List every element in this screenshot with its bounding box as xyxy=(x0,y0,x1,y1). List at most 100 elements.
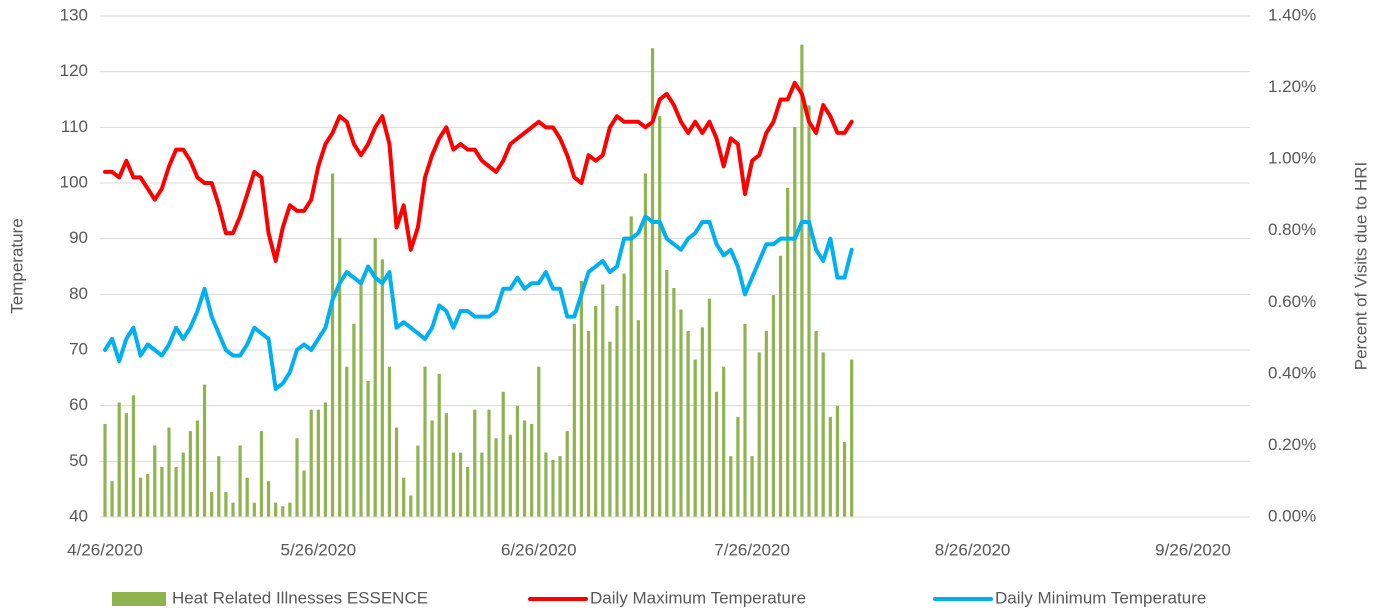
bar xyxy=(565,431,569,517)
bar xyxy=(622,273,626,517)
bar xyxy=(138,477,143,517)
y-tick-label: 50 xyxy=(69,451,88,470)
bar xyxy=(487,409,491,517)
y2-tick-label: 0.20% xyxy=(1268,435,1316,454)
bar xyxy=(835,406,840,517)
bar xyxy=(153,445,157,517)
bar xyxy=(643,173,648,517)
y-axis-title: Temperature xyxy=(7,218,26,313)
bar xyxy=(750,456,754,517)
bar xyxy=(522,420,527,517)
bar xyxy=(188,431,192,517)
x-tick-label: 7/26/2020 xyxy=(714,540,790,559)
bar xyxy=(323,402,328,517)
legend-label: Daily Minimum Temperature xyxy=(995,588,1206,607)
bar xyxy=(117,402,121,517)
bar xyxy=(444,413,448,517)
x-tick-label: 5/26/2020 xyxy=(281,540,357,559)
bar xyxy=(458,452,463,517)
bar xyxy=(800,44,804,517)
bar xyxy=(828,416,832,517)
bar xyxy=(309,409,313,517)
y-tick-label: 110 xyxy=(61,117,88,136)
bar xyxy=(373,237,377,517)
bar xyxy=(679,309,683,517)
bar xyxy=(558,456,562,517)
legend-label: Heat Related Illnesses ESSENCE xyxy=(172,588,428,607)
bar xyxy=(757,352,761,517)
bar xyxy=(714,391,719,517)
bar xyxy=(316,409,320,517)
x-tick-label: 6/26/2020 xyxy=(501,540,577,559)
bar xyxy=(338,237,342,517)
bar xyxy=(259,431,264,517)
bar xyxy=(608,341,612,517)
bar xyxy=(850,359,854,517)
y2-tick-label: 1.00% xyxy=(1268,149,1316,168)
bar xyxy=(579,280,584,517)
line xyxy=(103,80,854,263)
bar xyxy=(217,456,221,517)
bar xyxy=(245,477,249,517)
y2-tick-label: 0.60% xyxy=(1268,292,1316,311)
y-tick-label: 80 xyxy=(69,284,88,303)
bar xyxy=(601,284,605,517)
bar xyxy=(288,502,292,517)
y-tick-label: 70 xyxy=(69,339,88,358)
bar xyxy=(473,409,477,517)
bar xyxy=(814,330,818,517)
bar xyxy=(530,423,534,517)
bar xyxy=(231,502,235,517)
bar xyxy=(501,391,505,517)
bar xyxy=(174,466,178,517)
bar xyxy=(124,413,128,517)
y-tick-label: 90 xyxy=(69,228,88,247)
bar xyxy=(146,474,150,517)
bar xyxy=(672,287,676,517)
bar xyxy=(480,452,484,517)
bar xyxy=(210,491,214,517)
bar xyxy=(743,323,747,517)
bar xyxy=(722,366,726,517)
bar xyxy=(515,406,520,517)
line xyxy=(103,214,854,391)
bar xyxy=(594,305,598,517)
bar xyxy=(707,298,712,517)
bar xyxy=(764,330,768,517)
bar xyxy=(330,173,335,517)
bar xyxy=(793,126,797,517)
bar xyxy=(807,105,811,517)
bar xyxy=(544,452,548,517)
bar xyxy=(281,506,285,517)
bar xyxy=(729,456,733,517)
bar xyxy=(665,270,669,517)
bar xyxy=(352,323,356,517)
y-tick-label: 120 xyxy=(60,61,88,80)
bar xyxy=(508,434,512,517)
bar xyxy=(658,116,662,517)
bar xyxy=(771,295,776,517)
bar xyxy=(402,477,406,517)
bar xyxy=(451,452,456,517)
bar xyxy=(586,330,591,517)
y-tick-label: 60 xyxy=(69,395,88,414)
legend-label: Daily Maximum Temperature xyxy=(590,588,806,607)
bar xyxy=(302,470,306,517)
x-tick-label: 9/26/2020 xyxy=(1155,540,1231,559)
bar xyxy=(686,330,690,517)
bar xyxy=(181,452,185,517)
bar xyxy=(345,366,349,517)
x-tick-label: 4/26/2020 xyxy=(67,540,143,559)
bar xyxy=(430,420,434,517)
bar xyxy=(295,438,299,517)
bar xyxy=(615,305,619,517)
bar xyxy=(266,481,271,517)
bar xyxy=(131,395,136,517)
bar xyxy=(693,359,697,517)
bar xyxy=(387,366,392,517)
bar xyxy=(380,259,384,517)
x-tick-label: 8/26/2020 xyxy=(935,540,1011,559)
bar xyxy=(416,445,420,517)
bar xyxy=(409,495,413,517)
